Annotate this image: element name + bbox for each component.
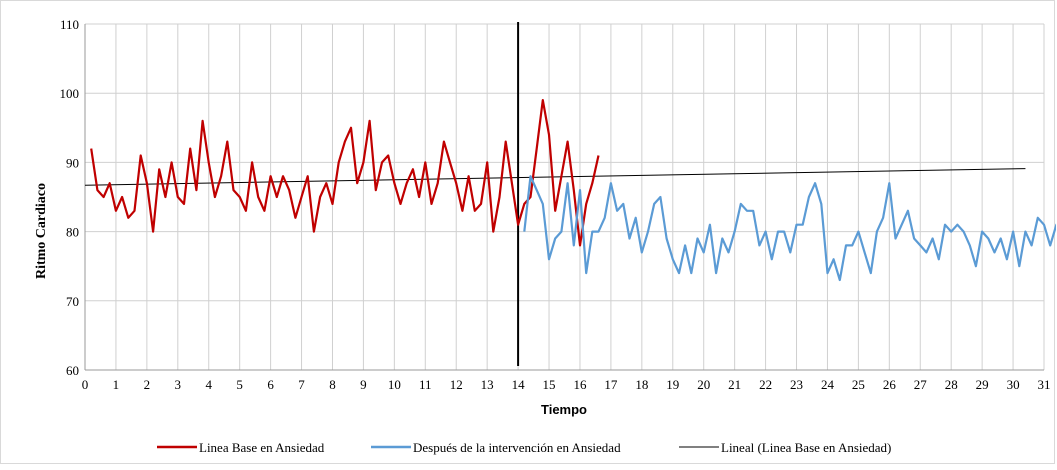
x-tick-label: 10 xyxy=(388,377,401,392)
x-tick-label: 29 xyxy=(976,377,989,392)
x-tick-label: 27 xyxy=(914,377,928,392)
x-tick-label: 3 xyxy=(175,377,182,392)
y-tick-label: 80 xyxy=(66,225,79,240)
axes xyxy=(84,24,1044,371)
intervention-series-line xyxy=(523,175,1057,282)
series-lines xyxy=(84,22,1057,366)
baseline-series-line xyxy=(90,98,600,247)
x-tick-label: 30 xyxy=(1007,377,1020,392)
x-tick-label: 11 xyxy=(419,377,432,392)
y-tick-label: 110 xyxy=(60,17,79,32)
x-tick-label: 5 xyxy=(236,377,243,392)
x-tick-label: 24 xyxy=(821,377,835,392)
x-tick-label: 18 xyxy=(635,377,648,392)
x-tick-label: 1 xyxy=(113,377,120,392)
tick-labels: 0 1 2 3 4 5 6 7 8 9 10 11 12 13 14 15 16 17 18 19 20 21 22 23 24… xyxy=(60,17,1051,392)
x-tick-label: 9 xyxy=(360,377,367,392)
x-tick-label: 0 xyxy=(82,377,89,392)
x-tick-label: 22 xyxy=(759,377,772,392)
x-tick-label: 17 xyxy=(604,377,618,392)
legend-label-intervention: Después de la intervención en Ansiedad xyxy=(413,440,621,455)
y-tick-label: 70 xyxy=(66,294,79,309)
legend-label-baseline: Linea Base en Ansiedad xyxy=(199,440,325,455)
x-tick-label: 26 xyxy=(883,377,897,392)
y-tick-label: 100 xyxy=(60,86,80,101)
legend-label-trendline: Lineal (Linea Base en Ansiedad) xyxy=(721,440,891,455)
x-tick-label: 15 xyxy=(543,377,556,392)
trendline-series xyxy=(84,168,1026,186)
legend: Linea Base en Ansiedad Después de la int… xyxy=(157,440,891,455)
x-tick-label: 19 xyxy=(666,377,679,392)
x-tick-label: 20 xyxy=(697,377,710,392)
x-tick-label: 21 xyxy=(728,377,741,392)
grid-lines xyxy=(85,23,1045,370)
x-tick-label: 2 xyxy=(144,377,151,392)
x-tick-label: 8 xyxy=(329,377,336,392)
x-tick-label: 25 xyxy=(852,377,865,392)
x-tick-label: 7 xyxy=(298,377,305,392)
x-tick-label: 31 xyxy=(1038,377,1051,392)
x-tick-label: 13 xyxy=(481,377,494,392)
y-tick-label: 60 xyxy=(66,363,79,378)
x-tick-label: 12 xyxy=(450,377,463,392)
y-tick-label: 90 xyxy=(66,155,79,170)
x-tick-label: 6 xyxy=(267,377,274,392)
x-tick-label: 16 xyxy=(573,377,587,392)
y-axis-title: Ritmo Cardiaco xyxy=(34,183,49,279)
x-tick-label: 4 xyxy=(205,377,212,392)
x-tick-label: 14 xyxy=(512,377,526,392)
x-tick-label: 23 xyxy=(790,377,803,392)
x-axis-title: Tiempo xyxy=(541,402,587,417)
x-tick-label: 28 xyxy=(945,377,958,392)
